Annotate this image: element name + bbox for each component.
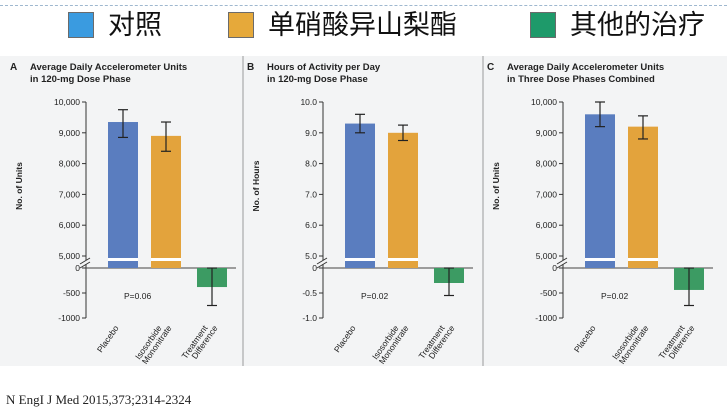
panel-a-tick-label: 9,000 [59, 128, 81, 138]
panel-a-tick-label: 6,000 [59, 220, 81, 230]
panel-b-tick-label: 9.0 [305, 128, 317, 138]
panel-c-letter: C [487, 62, 494, 73]
panel-b-tick-label: 8.0 [305, 159, 317, 169]
panel-b-tick-label: 7.0 [305, 189, 317, 199]
panel-a-title-line1: Average Daily Accelerometer Units [30, 62, 187, 73]
panel-a-tick-label: 8,000 [59, 159, 81, 169]
panel-c-tick-label: 7,000 [536, 189, 558, 199]
panel-c-tick-label: 0 [552, 263, 557, 273]
panel-c-bar [628, 126, 658, 268]
panel-a-title-line2: in 120-mg Dose Phase [30, 74, 131, 85]
panel-c-axis-break-mark [556, 261, 568, 269]
panel-a-y-axis-label: No. of Units [14, 162, 24, 210]
panel-c-title-line1: Average Daily Accelerometer Units [507, 62, 664, 73]
panel-b-y-axis-label: No. of Hours [251, 160, 261, 211]
panel-a-tick-label: 5,000 [59, 251, 81, 261]
panel-b-bar [388, 132, 418, 268]
panel-c-axis-break-mark [556, 257, 568, 265]
legend-label-control: 对照 [108, 10, 162, 41]
panel-b-category-label: Placebo [332, 323, 358, 354]
panel-a-tick-label: -500 [63, 288, 80, 298]
panel-a-category-label: Placebo [95, 323, 121, 354]
legend-swatch-other-treatment [530, 12, 556, 38]
panel-c-p-value: P=0.02 [601, 291, 628, 301]
panel-b-bar-break-gap [345, 258, 375, 261]
panel-a-tick-label: 7,000 [59, 189, 81, 199]
panel-c-title-line2: in Three Dose Phases Combined [507, 74, 655, 85]
panel-c-bar-break-gap [585, 258, 615, 261]
panel-a-bar [108, 122, 138, 269]
panel-b-axis-break-mark [316, 257, 328, 265]
panel-c-tick-label: 9,000 [536, 128, 558, 138]
panel-a-axis-break-mark [79, 261, 91, 269]
panel-c-tick-label: 6,000 [536, 220, 558, 230]
panel-c-tick-label: 10,000 [531, 97, 557, 107]
legend-label-isosorbide: 单硝酸异山梨酯 [268, 10, 457, 41]
panel-b-tick-label: -1.0 [302, 313, 317, 323]
panel-b-p-value: P=0.02 [361, 291, 388, 301]
panel-b-letter: B [247, 62, 254, 73]
panel-b-bar [345, 123, 375, 268]
panel-c-tick-label: -1000 [535, 313, 557, 323]
panel-c-y-axis-label: No. of Units [491, 162, 501, 210]
top-dashed-rule [0, 5, 727, 6]
citation: N EngI J Med 2015,373;2314-2324 [6, 392, 192, 407]
panel-c-tick-label: 8,000 [536, 159, 558, 169]
legend-label-other-treatment: 其他的治疗 [570, 10, 705, 41]
panel-a-bar [151, 135, 181, 268]
panel-c-tick-label: 5,000 [536, 251, 558, 261]
panel-c-bar [585, 114, 615, 268]
panel-b-tick-label: 0 [312, 263, 317, 273]
panel-b-bar-break-gap [388, 258, 418, 261]
legend-swatch-control [68, 12, 94, 38]
panel-b-axis-break-mark [316, 261, 328, 269]
panel-b-title-line2: in 120-mg Dose Phase [267, 74, 368, 85]
panel-b-tick-label: 6.0 [305, 220, 317, 230]
panel-a-axis-break-mark [79, 257, 91, 265]
panel-a-letter: A [10, 62, 17, 73]
panel-b-tick-label: 5.0 [305, 251, 317, 261]
legend-swatch-isosorbide [228, 12, 254, 38]
panel-b-tick-label: 10.0 [300, 97, 317, 107]
panel-a-bar-break-gap [151, 258, 181, 261]
panel-a-tick-label: -1000 [58, 313, 80, 323]
panel-b-title-line1: Hours of Activity per Day [267, 62, 381, 73]
panel-a-tick-label: 0 [75, 263, 80, 273]
panel-c-bar-break-gap [628, 258, 658, 261]
panel-c-category-label: Placebo [572, 323, 598, 354]
panel-c-tick-label: -500 [540, 288, 557, 298]
panel-b-tick-label: -0.5 [302, 288, 317, 298]
panel-a-p-value: P=0.06 [124, 291, 151, 301]
panel-a-bar-break-gap [108, 258, 138, 261]
legend: 对照 单硝酸异山梨酯 其他的治疗 [0, 0, 727, 56]
panel-a-tick-label: 10,000 [54, 97, 80, 107]
